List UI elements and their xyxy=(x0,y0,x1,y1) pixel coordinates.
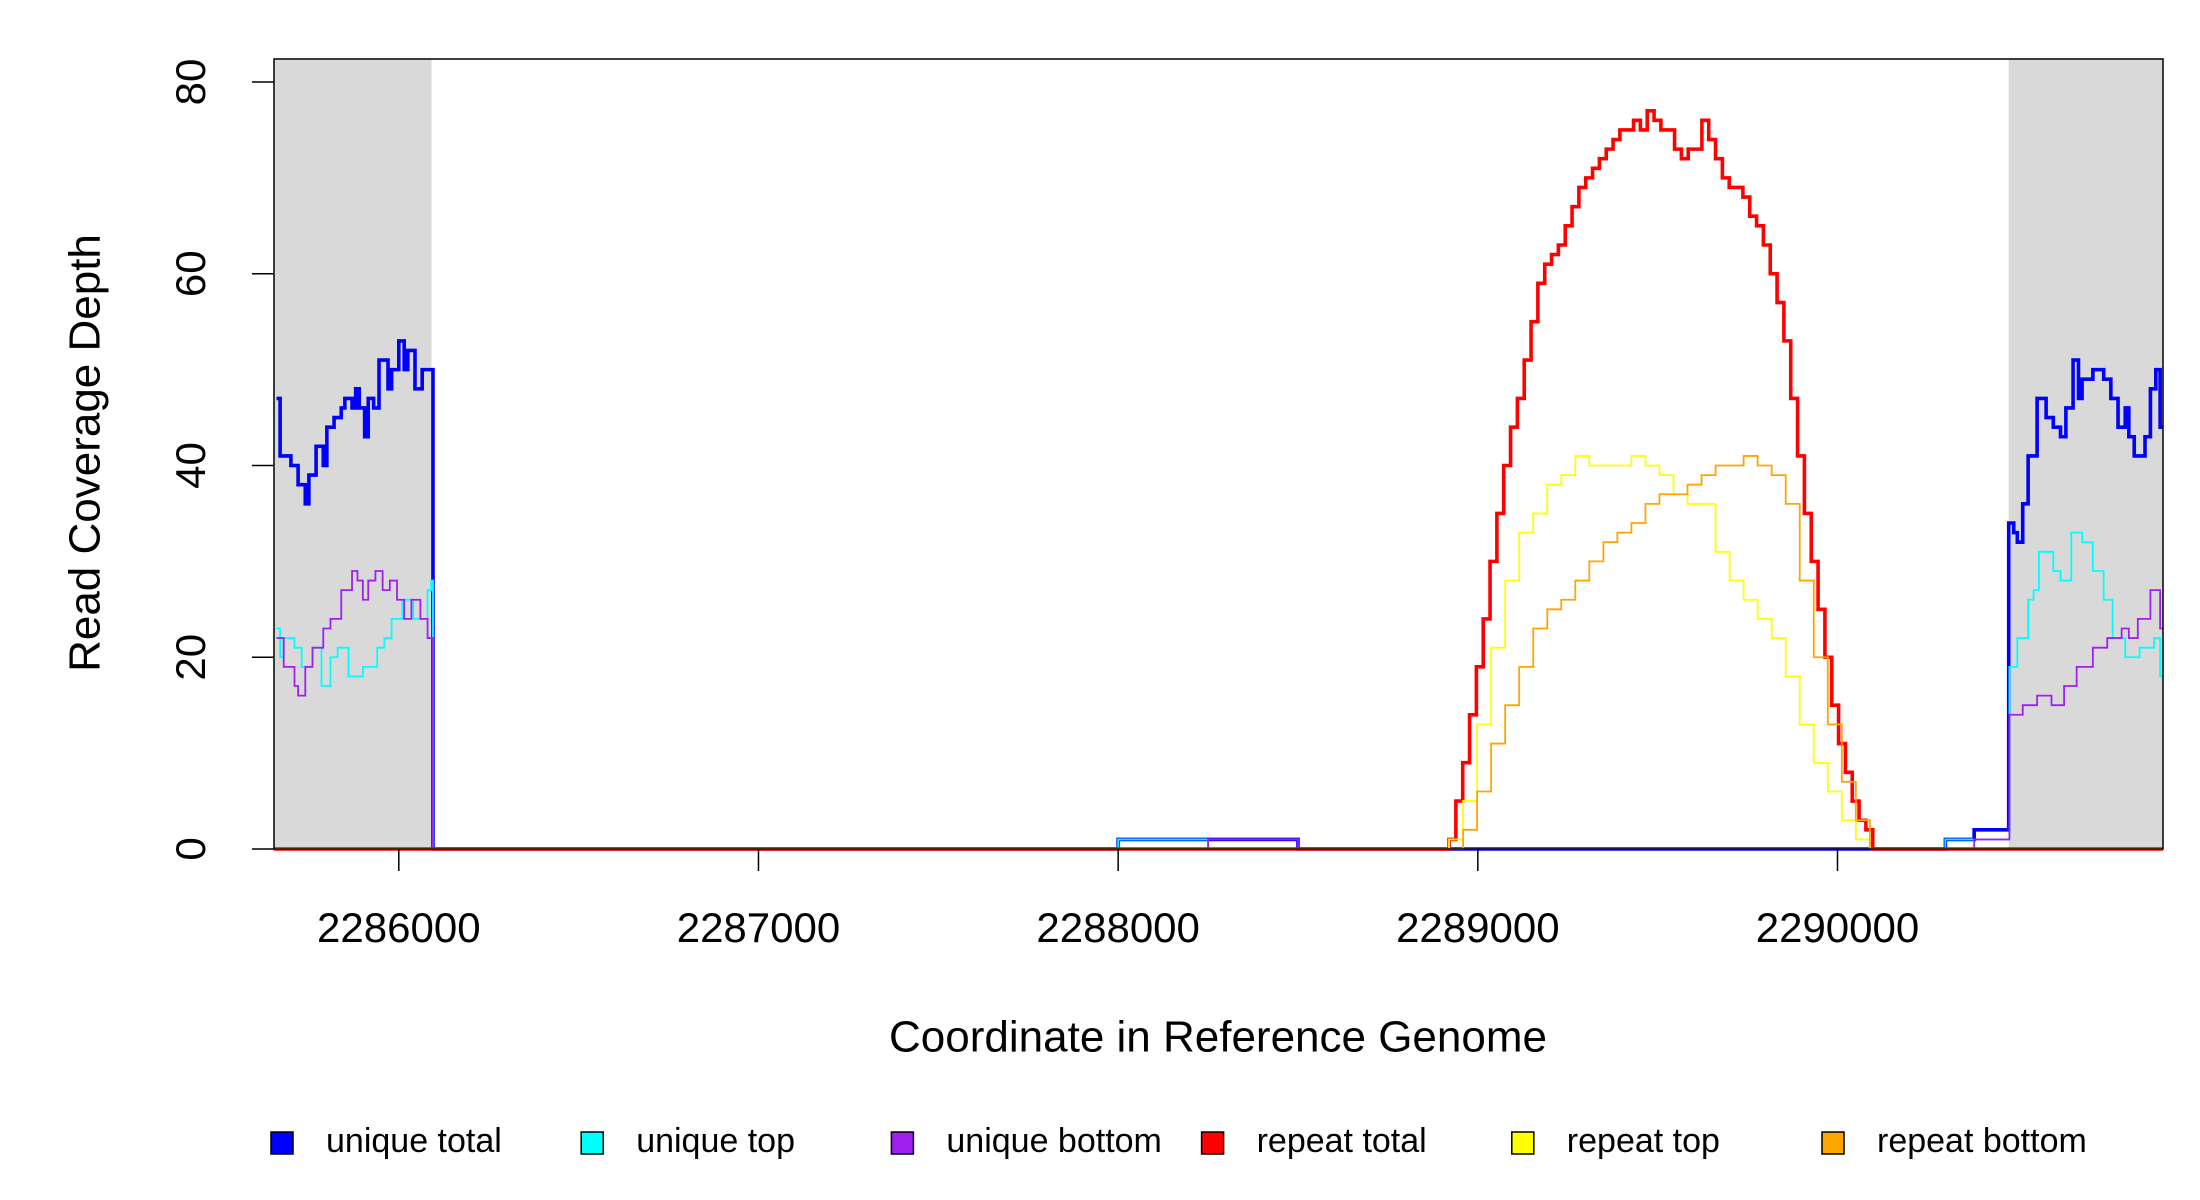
y-axis-label: Read Coverage Depth xyxy=(61,234,110,672)
y-tick-label: 20 xyxy=(167,634,214,681)
y-tick-label: 40 xyxy=(167,442,214,489)
legend: unique total unique top unique bottom repea… xyxy=(270,1122,2087,1160)
x-tick-label: 2289000 xyxy=(1396,904,1560,951)
legend-swatch xyxy=(580,1131,604,1155)
plot-box xyxy=(273,58,2164,850)
legend-label: repeat bottom xyxy=(1877,1122,2087,1160)
legend-label: unique total xyxy=(326,1122,502,1160)
y-tick-label: 60 xyxy=(167,250,214,297)
legend-label: repeat total xyxy=(1257,1122,1427,1160)
legend-swatch xyxy=(1200,1131,1225,1155)
series-line xyxy=(276,570,2163,850)
legend-swatch xyxy=(270,1131,294,1155)
x-axis-label: Coordinate in Reference Genome xyxy=(889,1013,1547,1062)
legend-label: repeat top xyxy=(1567,1122,1720,1160)
legend-label: unique bottom xyxy=(946,1122,1162,1160)
x-tick-label: 2288000 xyxy=(1036,904,1200,951)
series-line xyxy=(274,108,2163,851)
shaded-region xyxy=(274,59,432,849)
axes: 2286000 2287000 2288000 2289000 2290000 0 20 40… xyxy=(167,59,1919,951)
line-layer xyxy=(274,108,2163,851)
legend-swatch xyxy=(1511,1131,1535,1155)
series-line xyxy=(276,531,2163,850)
series-line xyxy=(274,455,2163,850)
shaded-layer xyxy=(274,59,2163,849)
shaded-region xyxy=(2008,59,2163,849)
x-tick-label: 2287000 xyxy=(677,904,841,951)
legend-swatch xyxy=(890,1131,915,1155)
legend-swatch xyxy=(1821,1131,1845,1155)
x-tick-label: 2290000 xyxy=(1756,904,1920,951)
legend-label: unique top xyxy=(636,1122,795,1160)
y-tick-label: 0 xyxy=(167,837,214,860)
y-tick-label: 80 xyxy=(167,59,214,106)
series-line xyxy=(274,455,2163,850)
series-line xyxy=(276,339,2163,851)
x-tick-label: 2286000 xyxy=(317,904,481,951)
